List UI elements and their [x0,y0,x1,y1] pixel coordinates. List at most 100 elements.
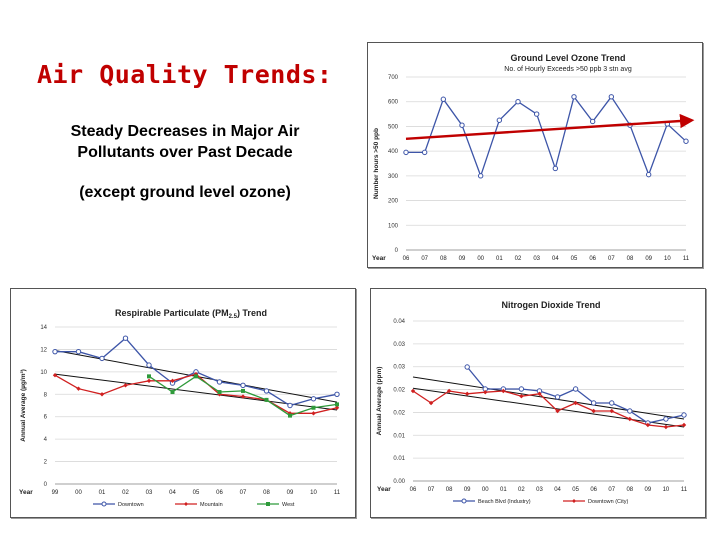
data-point [75,348,82,355]
series-line [466,366,685,424]
data-point [311,411,316,416]
y-tick-label: 14 [40,325,47,331]
data-point [515,99,521,105]
data-point [681,412,687,418]
data-point [465,391,470,396]
data-point [334,391,340,397]
x-tick-label: 00 [482,487,489,493]
y-tick-label: 4 [44,437,48,443]
data-point [240,382,246,389]
data-point [310,396,317,402]
data-point [627,416,632,422]
y-tick-label: 8 [44,392,48,398]
x-tick-label: 10 [664,256,671,262]
data-point [446,388,452,394]
data-point [683,138,689,144]
data-point [572,386,579,392]
data-point [518,386,525,392]
data-point [311,405,316,410]
x-tick-label: 05 [571,256,578,262]
data-point [334,405,340,410]
y-tick-label: 200 [388,199,399,205]
y-tick-label: 0.00 [393,479,405,485]
x-tick-label: 01 [500,487,507,493]
data-point [571,94,577,100]
x-tick-label: 08 [626,487,633,493]
data-point [440,96,447,102]
slide-note: (except ground level ozone) [79,184,291,201]
x-tick-label: 06 [589,256,596,262]
y-tick-label: 0.01 [393,433,405,439]
data-point [663,424,669,430]
data-point [609,400,615,406]
trend-line [412,376,685,420]
x-tick-label: 11 [334,490,341,496]
legend-label: Beach Blvd (Industry) [478,499,531,505]
y-tick-label: 300 [388,174,399,180]
data-point [609,408,614,414]
legend-marker [266,502,270,506]
chart-title-main: Respirable Particulate (PM [115,308,229,318]
x-tick-label: 99 [52,490,59,496]
x-tick-label: 09 [464,487,471,493]
data-point [264,397,269,402]
data-point [681,422,687,428]
subtitle-line-2: Pollutants over Past Decade [77,144,293,161]
data-point [519,394,524,399]
data-point [99,355,105,362]
x-tick-label: 02 [122,490,129,496]
legend-marker [572,499,576,503]
data-point [240,394,246,399]
data-point [554,394,561,400]
pm25-chart: Respirable Particulate (PM2.5) Trend0246… [19,308,341,508]
y-tick-label: 600 [388,100,399,106]
data-point [288,413,292,418]
x-tick-label: 05 [193,490,200,496]
x-tick-label: 10 [663,487,670,493]
x-tick-label: 04 [552,256,559,262]
data-point [263,388,270,394]
x-axis-label: Year [372,255,386,262]
chart-title-subscript: 2.5 [229,314,238,320]
y-tick-label: 500 [388,124,399,130]
data-point [555,408,560,414]
y-tick-label: 0.02 [393,410,405,416]
data-point [477,173,484,179]
x-tick-label: 09 [645,256,652,262]
x-axis-label: Year [377,486,391,493]
data-point [410,388,416,394]
data-point [589,118,596,125]
series-line [406,95,687,178]
x-tick-label: 07 [608,256,615,262]
no2-chart-panel: Nitrogen Dioxide Trend 0.00 0.01 0.01 0.02 0.… [370,288,706,518]
x-tick-label: 03 [536,487,543,493]
pm25-chart-panel: Respirable Particulate (PM2.5) Trend 0 2 4 6… [10,288,356,518]
legend-label: Mountain [200,502,223,508]
x-tick-label: 09 [459,256,466,262]
data-point [123,383,128,388]
chart-title: Nitrogen Dioxide Trend [501,300,600,310]
trend-arrow [405,113,695,140]
x-tick-label: 00 [75,490,82,496]
data-point [552,165,559,172]
data-point [194,374,198,379]
y-axis-label: Annual Average (ppm) [376,367,383,436]
data-point [627,408,633,414]
x-tick-label: 07 [608,487,615,493]
x-tick-label: 08 [440,256,447,262]
x-tick-label: 11 [683,256,690,262]
data-point [608,94,615,100]
data-point [217,390,222,395]
x-tick-label: 01 [496,256,503,262]
x-tick-label: 09 [645,487,652,493]
x-tick-label: 04 [169,490,176,496]
y-tick-label: 400 [388,149,399,155]
y-tick-label: 0.01 [393,456,405,462]
x-tick-label: 01 [99,490,106,496]
series-line [412,390,685,428]
trend-line [412,387,685,428]
x-tick-label: 07 [240,490,247,496]
x-tick-label: 06 [216,490,223,496]
y-tick-label: 6 [44,415,48,421]
data-point [459,122,465,128]
